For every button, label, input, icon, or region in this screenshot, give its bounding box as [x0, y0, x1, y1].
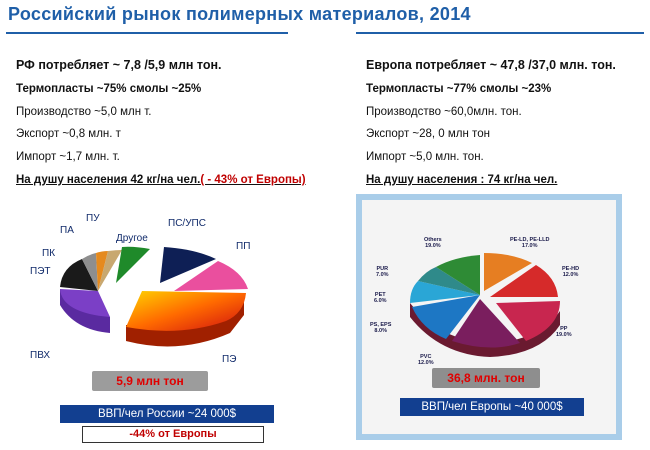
- label-pet-eu-name: PET: [374, 292, 386, 298]
- europe-pie-chart: [410, 253, 560, 357]
- label-others-name: Others: [424, 237, 442, 243]
- pie-slice-pk: [82, 253, 98, 291]
- europe-production: Производство ~60,0млн. тон.: [366, 106, 522, 118]
- europe-slice-pp: [496, 301, 560, 341]
- label-pp-eu-name: PP: [560, 326, 568, 332]
- europe-consumption: Европа потребляет ~ 47,8 /37,0 млн. тон.: [366, 58, 616, 72]
- europe-slice-others: [436, 255, 480, 295]
- label-pe: ПЭ: [222, 354, 237, 365]
- label-pehd-name: PE-HD: [562, 266, 580, 272]
- pie-slice-pe: [126, 291, 246, 331]
- pie-slice-pet: [60, 259, 98, 291]
- europe-slice-pvc: [452, 299, 520, 348]
- europe-pie-depth: [410, 303, 560, 357]
- label-others: Others 19.0%: [424, 237, 442, 249]
- label-pehd: PE-HD 12.0%: [562, 266, 579, 278]
- label-pp-eu: PP 19.0%: [556, 326, 572, 338]
- right-divider: [356, 32, 644, 34]
- russia-per-capita: На душу населения 42 кг/на чел.( - 43% о…: [16, 174, 306, 186]
- label-pu: ПУ: [86, 213, 100, 224]
- europe-types: Термопласты ~77% смолы ~23%: [366, 83, 552, 95]
- label-pk: ПК: [42, 248, 56, 259]
- russia-types: Термопласты ~75% смолы ~25%: [16, 83, 202, 95]
- europe-slice-pur: [418, 267, 480, 295]
- label-pp-eu-pct: 19.0%: [556, 332, 572, 338]
- europe-slice-pet: [410, 281, 480, 303]
- pie-slice-pu: [98, 250, 122, 291]
- europe-slice-pseps: [412, 295, 480, 339]
- europe-slice-peld: [484, 253, 532, 291]
- label-others-pct: 19.0%: [425, 243, 441, 249]
- label-pet-eu-pct: 6.0%: [374, 298, 387, 304]
- label-other: Другое: [116, 233, 148, 244]
- europe-per-capita: На душу населения : 74 кг/на чел.: [366, 174, 558, 186]
- pie-slice-pvc: [60, 289, 110, 317]
- russia-per-capita-note: ( - 43% от Европы): [200, 174, 306, 186]
- russia-production: Производство ~5,0 млн т.: [16, 106, 152, 118]
- russia-total-badge: 5,9 млн тон: [92, 371, 208, 391]
- europe-export: Экспорт ~28, 0 млн тон: [366, 128, 490, 140]
- label-pur: PUR 7.0%: [376, 266, 389, 278]
- label-pet: ПЭТ: [30, 266, 51, 277]
- europe-gdp-box: ВВП/чел Европы ~40 000$: [400, 398, 584, 416]
- pie-slice-other: [116, 246, 150, 283]
- label-pa: ПА: [60, 225, 74, 236]
- label-peld-name: PE-LD, PE-LLD: [510, 237, 550, 243]
- russia-export: Экспорт ~0,8 млн. т: [16, 128, 121, 140]
- europe-slice-pehd: [490, 265, 558, 297]
- europe-import: Импорт ~5,0 млн. тон.: [366, 151, 484, 163]
- label-pseps-name: PS, EPS: [370, 322, 392, 328]
- russia-consumption: РФ потребляет ~ 7,8 /5,9 млн тон.: [16, 58, 222, 72]
- label-pvc: ПВХ: [30, 350, 51, 361]
- label-pehd-pct: 12.0%: [562, 272, 579, 278]
- left-divider: [6, 32, 288, 34]
- label-pseps-pct: 8.0%: [374, 328, 387, 334]
- russia-gdp-box: ВВП/чел России ~24 000$: [60, 405, 274, 423]
- pie-slice-pa: [96, 251, 108, 291]
- label-pet-eu: PET 6.0%: [374, 292, 387, 304]
- label-pur-name: PUR: [376, 266, 389, 272]
- page-title: Российский рынок полимерных материалов, …: [8, 4, 471, 24]
- label-pp: ПП: [236, 241, 251, 252]
- russia-pie-chart: [60, 246, 248, 347]
- pie-slice-pp: [174, 261, 248, 291]
- label-peld: PE-LD, PE-LLD 17.0%: [510, 237, 549, 249]
- label-pvc-eu-name: PVC: [420, 354, 432, 360]
- label-peld-pct: 17.0%: [521, 243, 538, 249]
- russia-per-capita-value: На душу населения 42 кг/на чел.: [16, 174, 201, 186]
- pie-slice-ps: [160, 247, 216, 283]
- label-pvc-eu-pct: 12.0%: [418, 360, 434, 366]
- label-pur-pct: 7.0%: [376, 272, 389, 278]
- label-ps: ПС/УПС: [168, 218, 206, 229]
- label-pvc-eu: PVC 12.0%: [418, 354, 434, 366]
- label-pseps: PS, EPS 8.0%: [370, 322, 391, 334]
- russia-compare-box: -44% от Европы: [82, 426, 264, 443]
- europe-total-badge: 36,8 млн. тон: [432, 368, 540, 388]
- russia-import: Импорт ~1,7 млн. т.: [16, 151, 120, 163]
